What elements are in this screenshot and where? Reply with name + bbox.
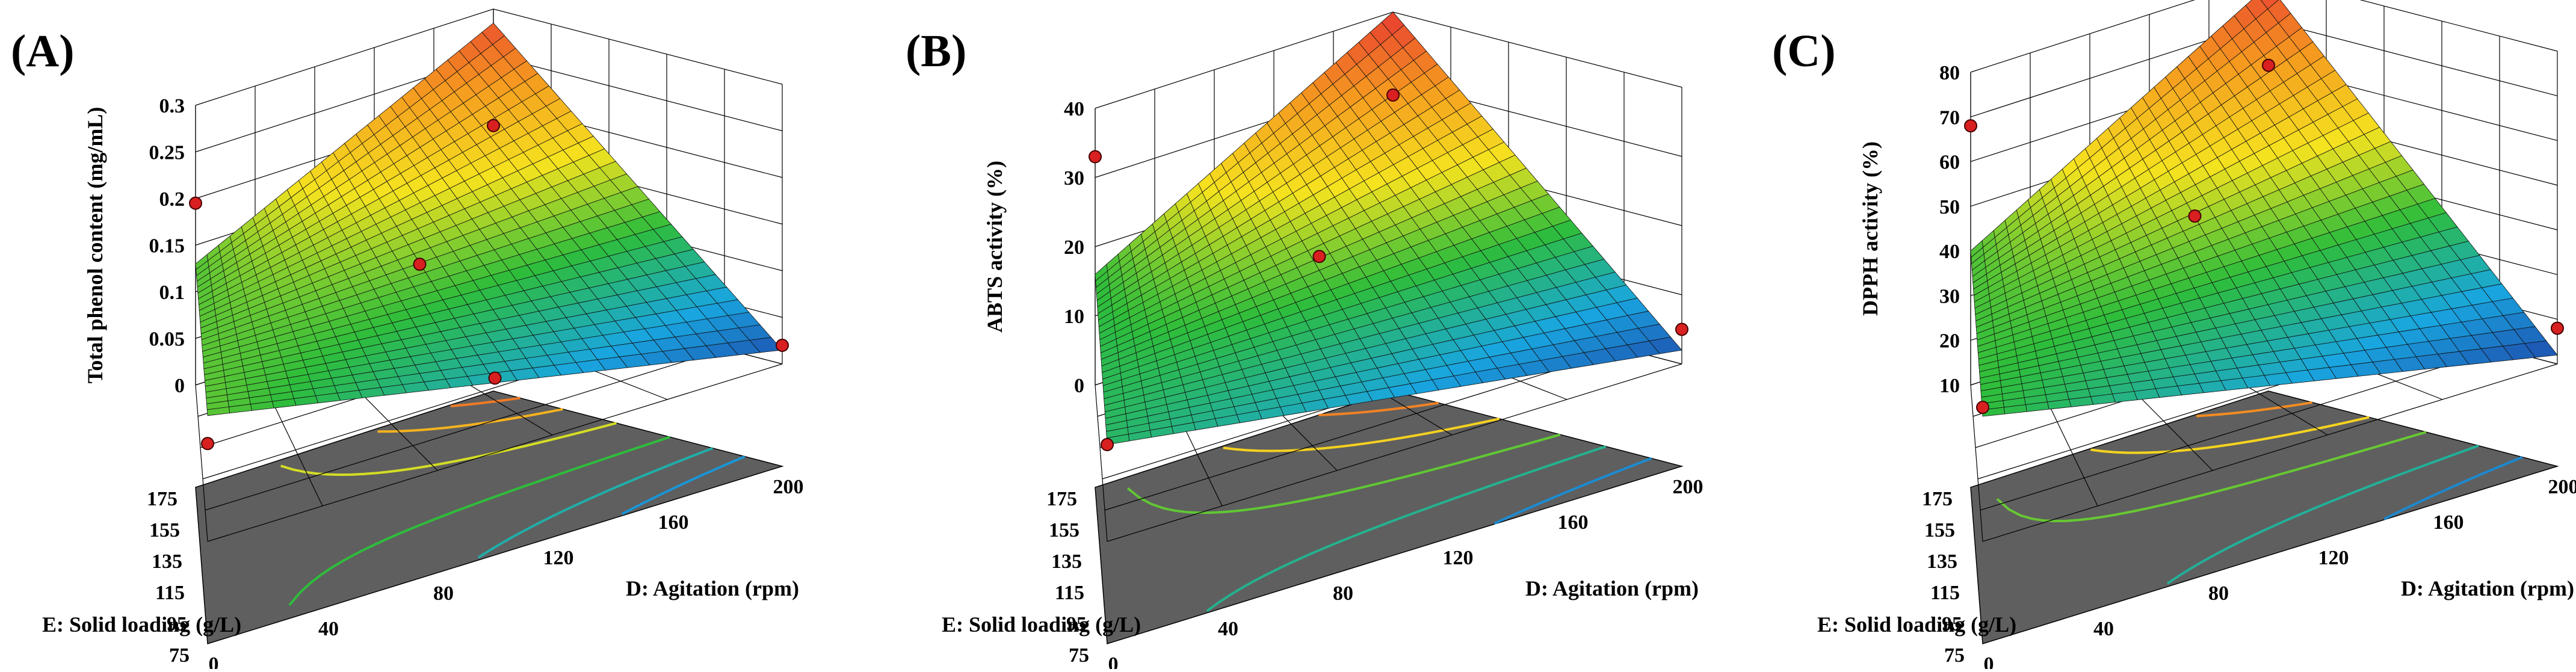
x-tick-label: 160 (1558, 511, 1589, 534)
x-tick-label: 160 (658, 511, 689, 534)
x-axis-title: D: Agitation (rpm) (626, 576, 799, 600)
panel-label-b: (B) (906, 26, 966, 76)
y-tick-label: 135 (1051, 550, 1082, 573)
z-tick-label: 10 (1939, 375, 1960, 397)
z-tick-label: 50 (1939, 196, 1960, 218)
z-tick-label: 40 (1064, 98, 1084, 120)
design-point (2189, 210, 2201, 222)
x-tick-label: 120 (1443, 547, 1474, 569)
x-tick-label: 0 (1984, 653, 1994, 669)
design-point (1387, 89, 1399, 101)
x-tick-label: 200 (2548, 476, 2576, 498)
x-tick-label: 120 (2318, 547, 2349, 569)
x-tick-label: 40 (2093, 618, 2114, 640)
x-axis-title: D: Agitation (rpm) (2401, 576, 2574, 600)
y-tick-label: 115 (155, 582, 185, 604)
z-tick-label: 0.25 (149, 142, 185, 164)
y-tick-label: 155 (1049, 519, 1080, 541)
x-tick-label: 80 (1333, 582, 1353, 605)
x-tick-label: 80 (2208, 582, 2229, 605)
contour-floor (196, 391, 782, 644)
y-tick-label: 155 (149, 519, 180, 541)
x-tick-label: 160 (2433, 511, 2464, 534)
design-point (190, 197, 202, 209)
z-tick-label: 80 (1939, 62, 1960, 84)
y-tick-label: 75 (169, 644, 190, 667)
response-surface (196, 23, 782, 416)
z-tick-label: 0 (175, 375, 185, 397)
z-axis-title: DPPH activity (%) (1858, 141, 1882, 316)
z-tick-label: 60 (1939, 152, 1960, 174)
z-tick-label: 0.2 (159, 188, 185, 211)
design-point (1314, 250, 1326, 262)
y-axis-title: E: Solid loading (g/L) (42, 612, 241, 637)
x-tick-label: 40 (318, 618, 339, 640)
design-point (414, 258, 426, 270)
y-axis-title: E: Solid loading (g/L) (942, 612, 1141, 637)
y-tick-label: 155 (1924, 519, 1955, 541)
panel-c: (C) 102030405060708004080120160200759511… (1772, 0, 2576, 669)
y-tick-label: 115 (1055, 582, 1084, 604)
design-point (2262, 60, 2275, 72)
panel-a: (A) 0 0.05 0.1 0.15 0.2 0.25 0.3 0 40 80 120 160 200… (11, 9, 804, 669)
design-point (2551, 322, 2563, 334)
design-point (776, 339, 788, 351)
z-tick-label: 30 (1939, 285, 1960, 307)
x-tick-label: 0 (209, 653, 219, 669)
y-tick-label: 115 (1930, 582, 1960, 604)
z-tick-label: 0.15 (149, 235, 185, 257)
design-point (1965, 120, 1977, 132)
y-axis-title: E: Solid loading (g/L) (1817, 612, 2016, 637)
z-tick-label: 40 (1939, 241, 1960, 263)
z-axis-title: ABTS activity (%) (983, 161, 1007, 333)
y-tick-label: 75 (1069, 644, 1089, 667)
contour-floor (1971, 391, 2557, 644)
z-tick-label: 0.3 (159, 95, 185, 117)
z-tick-label: 70 (1939, 106, 1960, 129)
z-tick-label: 30 (1064, 167, 1084, 190)
z-tick-label: 0.05 (149, 328, 185, 351)
z-tick-label: 10 (1064, 306, 1084, 328)
design-point (202, 437, 214, 449)
z-tick-label: 0 (1074, 375, 1084, 397)
design-point (489, 372, 501, 384)
x-tick-label: 0 (1108, 653, 1119, 669)
x-tick-label: 80 (433, 582, 454, 605)
x-tick-label: 40 (1218, 618, 1238, 640)
y-tick-label: 135 (152, 550, 182, 573)
panel-label-c: (C) (1772, 26, 1836, 76)
y-tick-label: 175 (1046, 488, 1077, 510)
z-axis-title: Total phenol content (mg/mL) (83, 107, 107, 384)
y-tick-label: 135 (1927, 550, 1957, 573)
design-point (1101, 439, 1113, 451)
x-tick-label: 200 (773, 476, 804, 498)
z-tick-label: 20 (1939, 330, 1960, 353)
design-point (487, 120, 499, 132)
x-tick-label: 120 (543, 547, 574, 569)
y-tick-label: 175 (1922, 488, 1953, 510)
y-tick-label: 75 (1944, 644, 1965, 667)
design-point (1089, 151, 1101, 163)
z-tick-label: 20 (1064, 236, 1084, 259)
panel-b: (B) 010203040040801201602007595115135155… (906, 12, 1703, 669)
design-point (1676, 324, 1688, 336)
x-tick-label: 200 (1673, 476, 1703, 498)
x-axis-title: D: Agitation (rpm) (1525, 576, 1699, 600)
design-point (1977, 401, 1989, 413)
z-tick-label: 0.1 (159, 282, 185, 304)
response-surface (1095, 12, 1682, 445)
y-tick-label: 175 (147, 488, 178, 510)
panel-label-a: (A) (11, 26, 75, 76)
